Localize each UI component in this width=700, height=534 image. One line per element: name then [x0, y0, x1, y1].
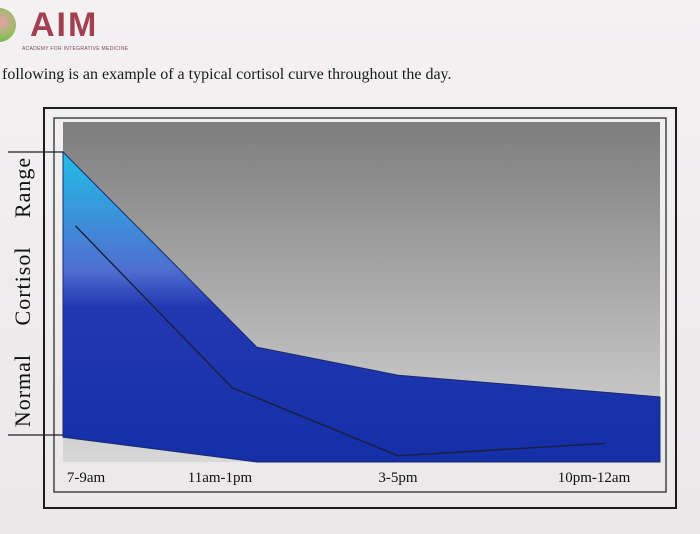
logo-text: AIM: [30, 6, 99, 44]
chart-inner-frame: [53, 117, 667, 493]
cortisol-point-2: [397, 455, 399, 457]
cortisol-point-1: [231, 386, 233, 389]
aim-logo: AIM ACADEMY FOR INTEGRATIVE MEDICINE: [0, 4, 150, 56]
chart-outer-frame: [43, 107, 677, 509]
cortisol-point-3: [603, 442, 605, 445]
normal-range-band: [62, 150, 661, 463]
x-tick-label-1: 11am-1pm: [188, 470, 253, 486]
x-tick-label-3: 10pm-12am: [558, 470, 631, 486]
x-tick-label-0: 7-9am: [67, 470, 106, 486]
chart-caption: following is an example of a typical cor…: [2, 66, 452, 83]
logo-tagline: ACADEMY FOR INTEGRATIVE MEDICINE: [22, 46, 129, 52]
x-tick-label-2: 3-5pm: [378, 470, 417, 486]
cortisol-curve-line: [75, 225, 605, 457]
cortisol-point-0: [75, 225, 77, 228]
logo-leaf-icon: [0, 8, 16, 42]
